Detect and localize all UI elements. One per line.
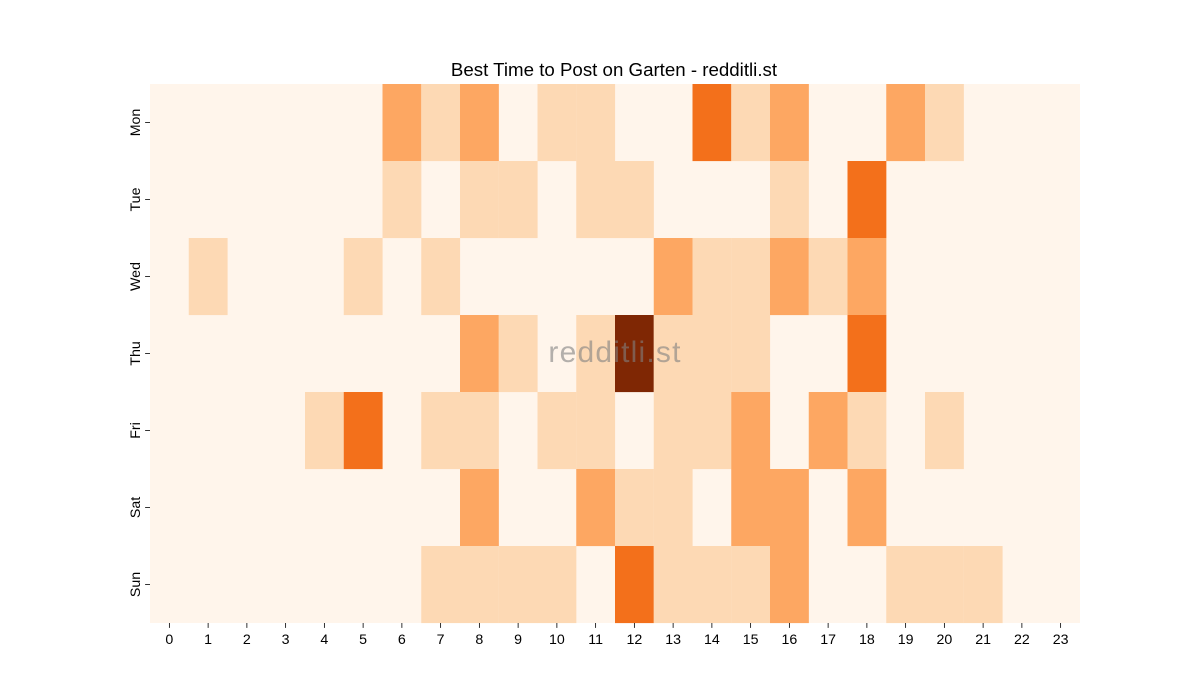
svg-text:8: 8 (475, 632, 483, 648)
svg-text:Best Time to Post on Garten -: Best Time to Post on Garten - redditli.s… (451, 59, 778, 80)
svg-text:Sat: Sat (128, 497, 144, 518)
svg-text:5: 5 (359, 632, 367, 648)
svg-text:10: 10 (549, 632, 565, 648)
svg-text:22: 22 (1014, 632, 1030, 648)
svg-text:17: 17 (820, 632, 836, 648)
svg-text:Thu: Thu (128, 341, 144, 365)
svg-text:Fri: Fri (128, 422, 144, 439)
svg-text:0: 0 (165, 632, 173, 648)
svg-text:Mon: Mon (128, 109, 144, 137)
svg-text:Wed: Wed (128, 262, 144, 291)
svg-text:6: 6 (398, 632, 406, 648)
svg-text:Sun: Sun (128, 572, 144, 597)
svg-text:13: 13 (665, 632, 681, 648)
svg-text:23: 23 (1053, 632, 1069, 648)
svg-text:redditli.st: redditli.st (548, 336, 681, 369)
svg-text:14: 14 (704, 632, 720, 648)
svg-text:4: 4 (320, 632, 328, 648)
svg-text:11: 11 (588, 632, 603, 648)
svg-text:9: 9 (514, 632, 522, 648)
svg-text:16: 16 (781, 632, 797, 648)
svg-text:1: 1 (204, 632, 212, 648)
svg-text:15: 15 (743, 632, 759, 648)
svg-text:19: 19 (898, 632, 914, 648)
svg-text:18: 18 (859, 632, 875, 648)
svg-text:20: 20 (936, 632, 952, 648)
svg-text:12: 12 (626, 632, 642, 648)
svg-text:2: 2 (243, 632, 251, 648)
svg-text:7: 7 (437, 632, 445, 648)
svg-text:3: 3 (282, 632, 290, 648)
svg-text:21: 21 (975, 632, 991, 648)
svg-text:Tue: Tue (128, 187, 144, 211)
